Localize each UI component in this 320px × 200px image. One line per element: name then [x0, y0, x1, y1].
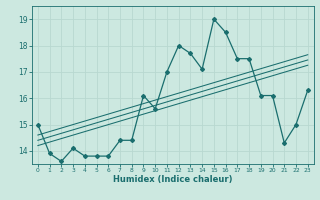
X-axis label: Humidex (Indice chaleur): Humidex (Indice chaleur) [113, 175, 233, 184]
